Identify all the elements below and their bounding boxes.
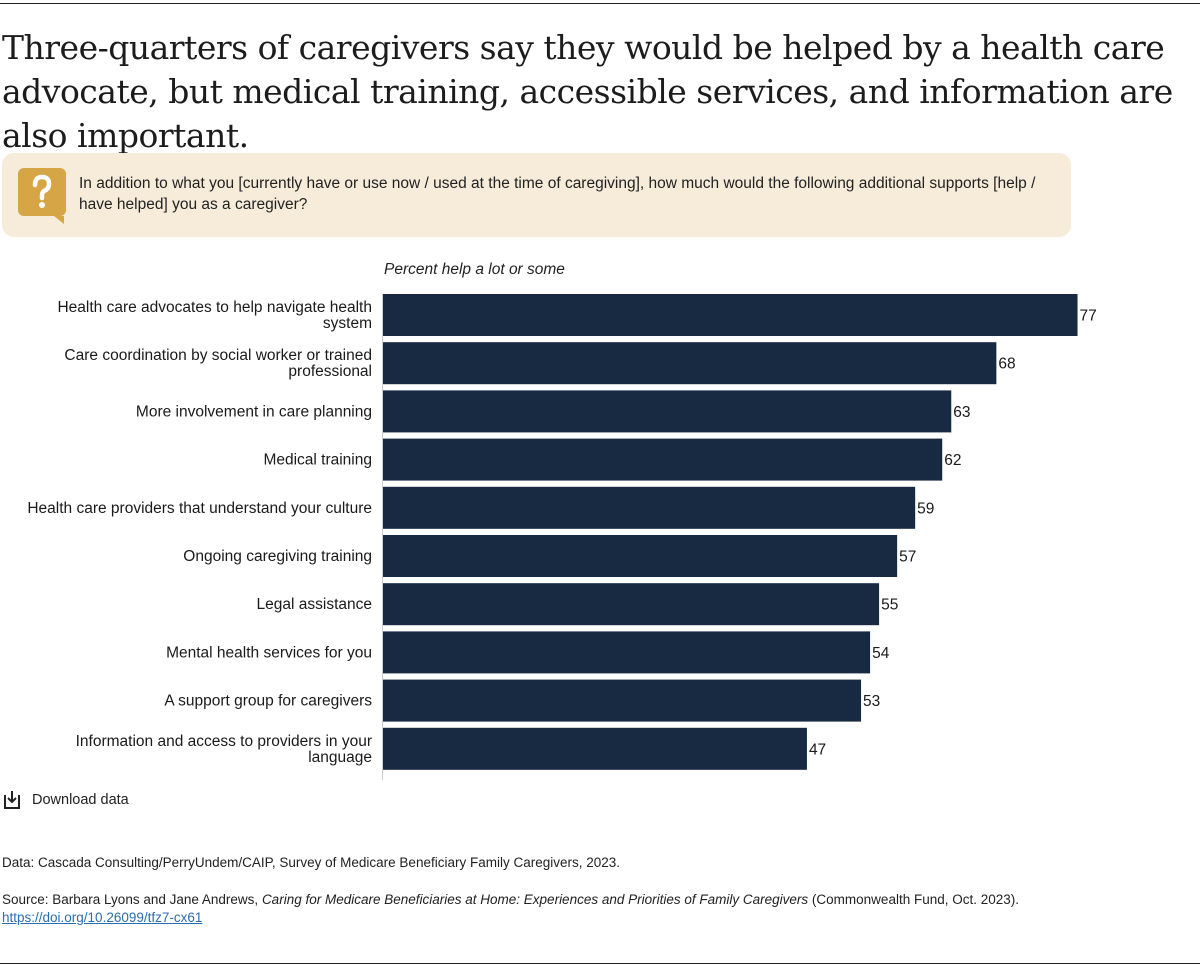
chart-title: Three-quarters of caregivers say they wo… (2, 28, 1173, 155)
bar-value-label: 62 (944, 452, 961, 469)
bar[interactable] (383, 679, 862, 722)
category-label: Legal assistance (257, 596, 372, 613)
download-data-button[interactable]: Download data (2, 789, 129, 811)
doi-link[interactable]: https://doi.org/10.26099/tfz7-cx61 (2, 910, 203, 925)
source-title: Caring for Medicare Beneficiaries at Hom… (261, 892, 809, 907)
bar[interactable] (383, 486, 916, 529)
category-label: A support group for caregivers (164, 693, 372, 710)
bar[interactable] (383, 342, 997, 385)
category-label: Medical training (263, 452, 372, 469)
bar-value-label: 68 (998, 356, 1015, 373)
source-prefix: Source: Barbara Lyons and Jane Andrews, (2, 892, 259, 907)
category-label: Mental health services for you (166, 644, 372, 661)
category-label: More involvement in care planning (136, 403, 372, 420)
bar-value-label: 53 (863, 693, 880, 710)
download-data-label: Download data (32, 792, 129, 808)
category-label: Information and access to providers in y… (76, 733, 372, 766)
bar-value-label: 57 (899, 549, 916, 566)
axis-title: Percent help a lot or some (384, 261, 565, 278)
question-box: In addition to what you [currently have … (2, 153, 1071, 237)
download-icon (4, 791, 20, 809)
bar[interactable] (383, 631, 871, 674)
top-rule (0, 3, 1200, 4)
bar-value-label: 77 (1080, 308, 1097, 325)
bar[interactable] (383, 390, 952, 433)
bar-chart: 77 Health care advocates to help navigate… (27, 294, 1097, 780)
bar-value-label: 55 (881, 597, 898, 614)
source-suffix: (Commonwealth Fund, Oct. 2023). (811, 892, 1020, 907)
survey-question: In addition to what you [currently have … (79, 175, 1036, 213)
bar[interactable] (383, 583, 880, 626)
source-footnote: Source: Barbara Lyons and Jane Andrews, … (2, 891, 1192, 927)
bar-value-label: 47 (809, 741, 826, 758)
bar-value-label: 59 (917, 500, 934, 517)
bottom-rule (0, 963, 1200, 964)
category-label: Health care providers that understand yo… (27, 500, 372, 517)
bar[interactable] (383, 294, 1078, 336)
question-bubble-icon (18, 168, 66, 224)
bar[interactable] (383, 438, 943, 481)
data-footnote: Data: Cascada Consulting/PerryUndem/CAIP… (2, 855, 621, 870)
bar-value-label: 54 (872, 645, 890, 662)
category-label: Health care advocates to help navigate h… (57, 299, 372, 332)
bar[interactable] (383, 727, 807, 770)
bar-value-label: 63 (953, 404, 970, 421)
category-label: Care coordination by social worker or tr… (64, 347, 372, 380)
category-label: Ongoing caregiving training (183, 548, 372, 565)
bar[interactable] (383, 535, 898, 577)
